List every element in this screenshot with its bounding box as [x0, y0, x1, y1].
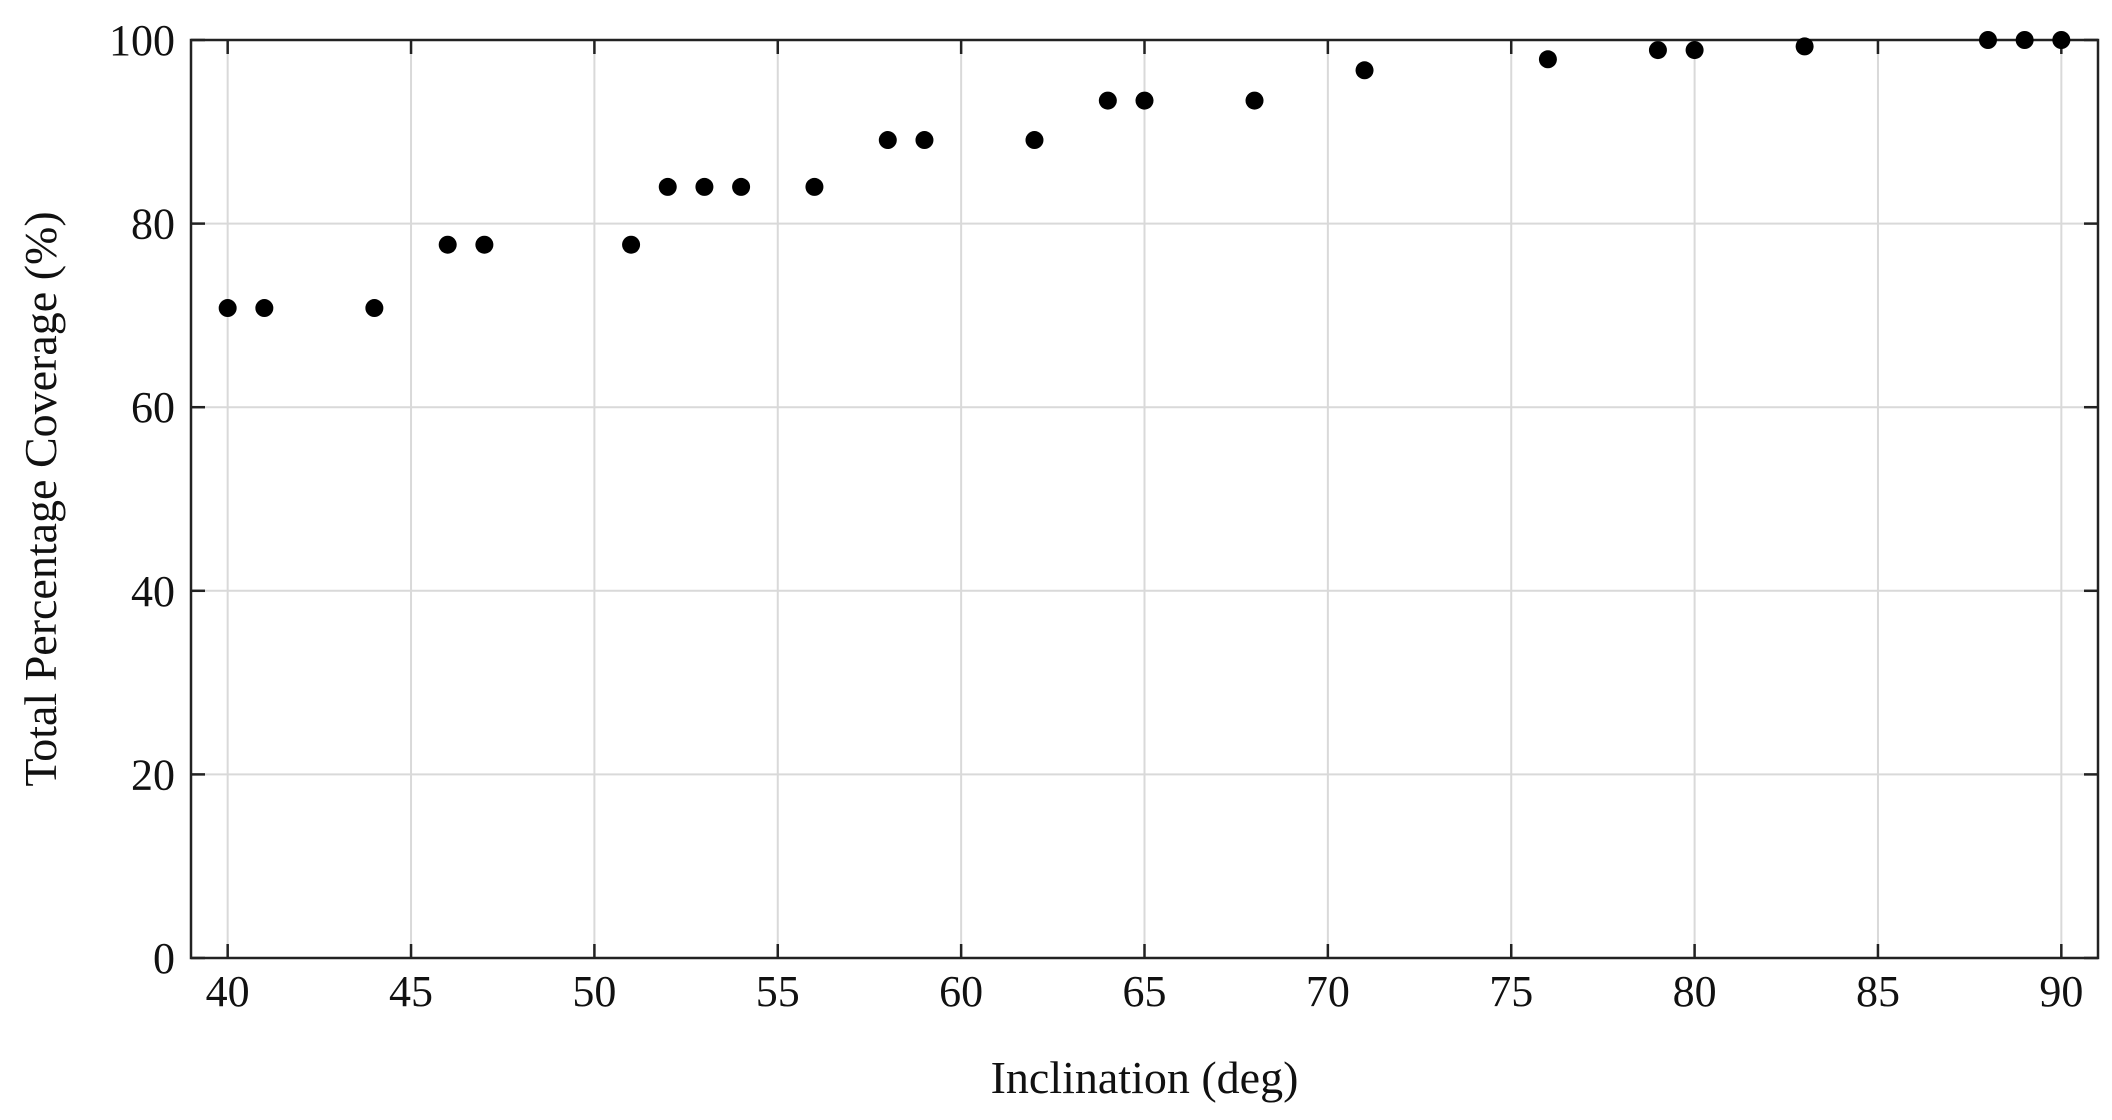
data-point — [1025, 131, 1044, 150]
data-point — [255, 299, 274, 318]
y-axis-title: Total Percentage Coverage (%) — [15, 211, 66, 786]
data-point — [732, 177, 751, 196]
data-point — [1098, 91, 1117, 110]
x-tick-label: 55 — [756, 967, 800, 1016]
y-tick-label: 60 — [131, 383, 175, 432]
data-point — [365, 299, 384, 318]
x-axis-title: Inclination (deg) — [991, 1052, 1299, 1103]
data-point — [1538, 50, 1557, 69]
data-point — [1245, 91, 1264, 110]
data-point — [878, 131, 897, 150]
data-point — [438, 235, 457, 254]
data-point — [695, 177, 714, 196]
x-tick-label: 70 — [1306, 967, 1350, 1016]
y-tick-label: 40 — [131, 567, 175, 616]
data-point — [475, 235, 494, 254]
data-point — [622, 235, 641, 254]
data-point — [658, 177, 677, 196]
y-tick-label: 80 — [131, 200, 175, 249]
x-tick-label: 50 — [572, 967, 616, 1016]
data-point — [1795, 37, 1814, 56]
x-tick-label: 85 — [1856, 967, 1900, 1016]
y-tick-label: 100 — [109, 16, 175, 65]
x-tick-label: 80 — [1673, 967, 1717, 1016]
y-tick-label: 0 — [153, 934, 175, 983]
grid-lines — [191, 39, 2098, 959]
x-tick-label: 45 — [389, 967, 433, 1016]
x-tick-label: 65 — [1123, 967, 1167, 1016]
x-tick-label: 60 — [939, 967, 983, 1016]
x-tick-label: 40 — [206, 967, 250, 1016]
data-point — [1978, 31, 1997, 49]
data-point — [1355, 61, 1374, 80]
y-tick-labels: 0 20 40 60 80 100 — [109, 16, 175, 983]
data-point — [2015, 31, 2034, 49]
x-tick-label: 90 — [2039, 967, 2083, 1016]
data-point — [1685, 41, 1704, 60]
data-point — [805, 177, 824, 196]
x-tick-labels: 40 45 50 55 60 65 70 75 80 85 90 — [206, 967, 2084, 1016]
data-points — [218, 31, 2071, 318]
data-point — [1648, 41, 1667, 60]
data-point — [915, 131, 934, 150]
x-tick-label: 75 — [1489, 967, 1533, 1016]
axis-ticks — [191, 38, 2098, 960]
data-point — [2052, 31, 2071, 49]
data-point — [1135, 91, 1154, 110]
data-point — [218, 299, 237, 318]
y-tick-label: 20 — [131, 750, 175, 799]
